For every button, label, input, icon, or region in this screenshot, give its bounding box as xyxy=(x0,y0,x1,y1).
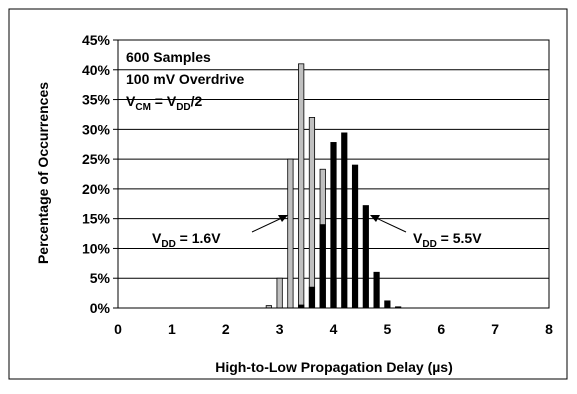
bar-vdd-1-6v xyxy=(287,158,294,309)
x-tick-label: 3 xyxy=(276,321,284,337)
bar-vdd-5-5v xyxy=(384,300,391,309)
arrowhead-vdd-high xyxy=(370,215,380,222)
bar-vdd-5-5v xyxy=(308,286,316,309)
y-tick-label: 30% xyxy=(82,121,111,137)
y-tick-label: 20% xyxy=(82,181,111,197)
bars xyxy=(265,63,402,309)
y-tick-label: 45% xyxy=(82,32,111,48)
x-tick-label: 0 xyxy=(114,321,122,337)
bar-vdd-5-5v xyxy=(341,132,348,309)
x-tick-label: 6 xyxy=(437,321,445,337)
y-tick-label: 15% xyxy=(82,211,111,227)
x-tick-label: 2 xyxy=(222,321,230,337)
bar-vdd-5-5v xyxy=(319,224,326,309)
bar-vdd-5-5v xyxy=(351,164,359,309)
x-tick-label: 4 xyxy=(330,321,338,337)
y-tick-label: 10% xyxy=(82,240,111,256)
bar-vdd-1-6v xyxy=(308,117,316,309)
y-axis-label: Percentage of Occurrences xyxy=(35,82,51,264)
x-tick-label: 1 xyxy=(168,321,176,337)
bar-vdd-5-5v xyxy=(373,271,380,309)
y-tick-label: 35% xyxy=(82,92,111,108)
plot-area-border xyxy=(117,39,550,309)
bar-vdd-1-6v xyxy=(298,63,305,309)
y-tick-label: 40% xyxy=(82,62,111,78)
arrowhead-vdd-low xyxy=(278,215,288,222)
y-tick-labels: 0% 5% 10% 15% 20% 25% 30% 35% 40% 45% xyxy=(82,32,111,316)
x-tick-label: 7 xyxy=(491,321,499,337)
y-tick-label: 0% xyxy=(90,300,111,316)
bar-vdd-5-5v xyxy=(362,205,369,309)
annotation-samples: 600 Samples xyxy=(126,49,211,65)
y-tick-label: 5% xyxy=(90,270,111,286)
annotation-vdd-high: VDD = 5.5V xyxy=(413,230,482,250)
annotation-vdd-low: VDD = 1.6V xyxy=(152,230,221,250)
x-axis-label: High-to-Low Propagation Delay (µs) xyxy=(215,359,453,375)
arrow-vdd-high xyxy=(373,216,407,233)
y-tick-label: 25% xyxy=(82,151,111,167)
bar-vdd-5-5v xyxy=(330,142,337,309)
x-tick-label: 8 xyxy=(545,321,553,337)
annotation-vcm: VCM = VDD/2 xyxy=(126,93,203,113)
bar-vdd-1-6v xyxy=(276,277,283,309)
x-tick-labels: 0 1 2 3 4 5 6 7 8 xyxy=(114,321,553,337)
arrow-vdd-low xyxy=(251,216,285,233)
x-tick-label: 5 xyxy=(383,321,391,337)
annotation-overdrive: 100 mV Overdrive xyxy=(126,71,245,87)
